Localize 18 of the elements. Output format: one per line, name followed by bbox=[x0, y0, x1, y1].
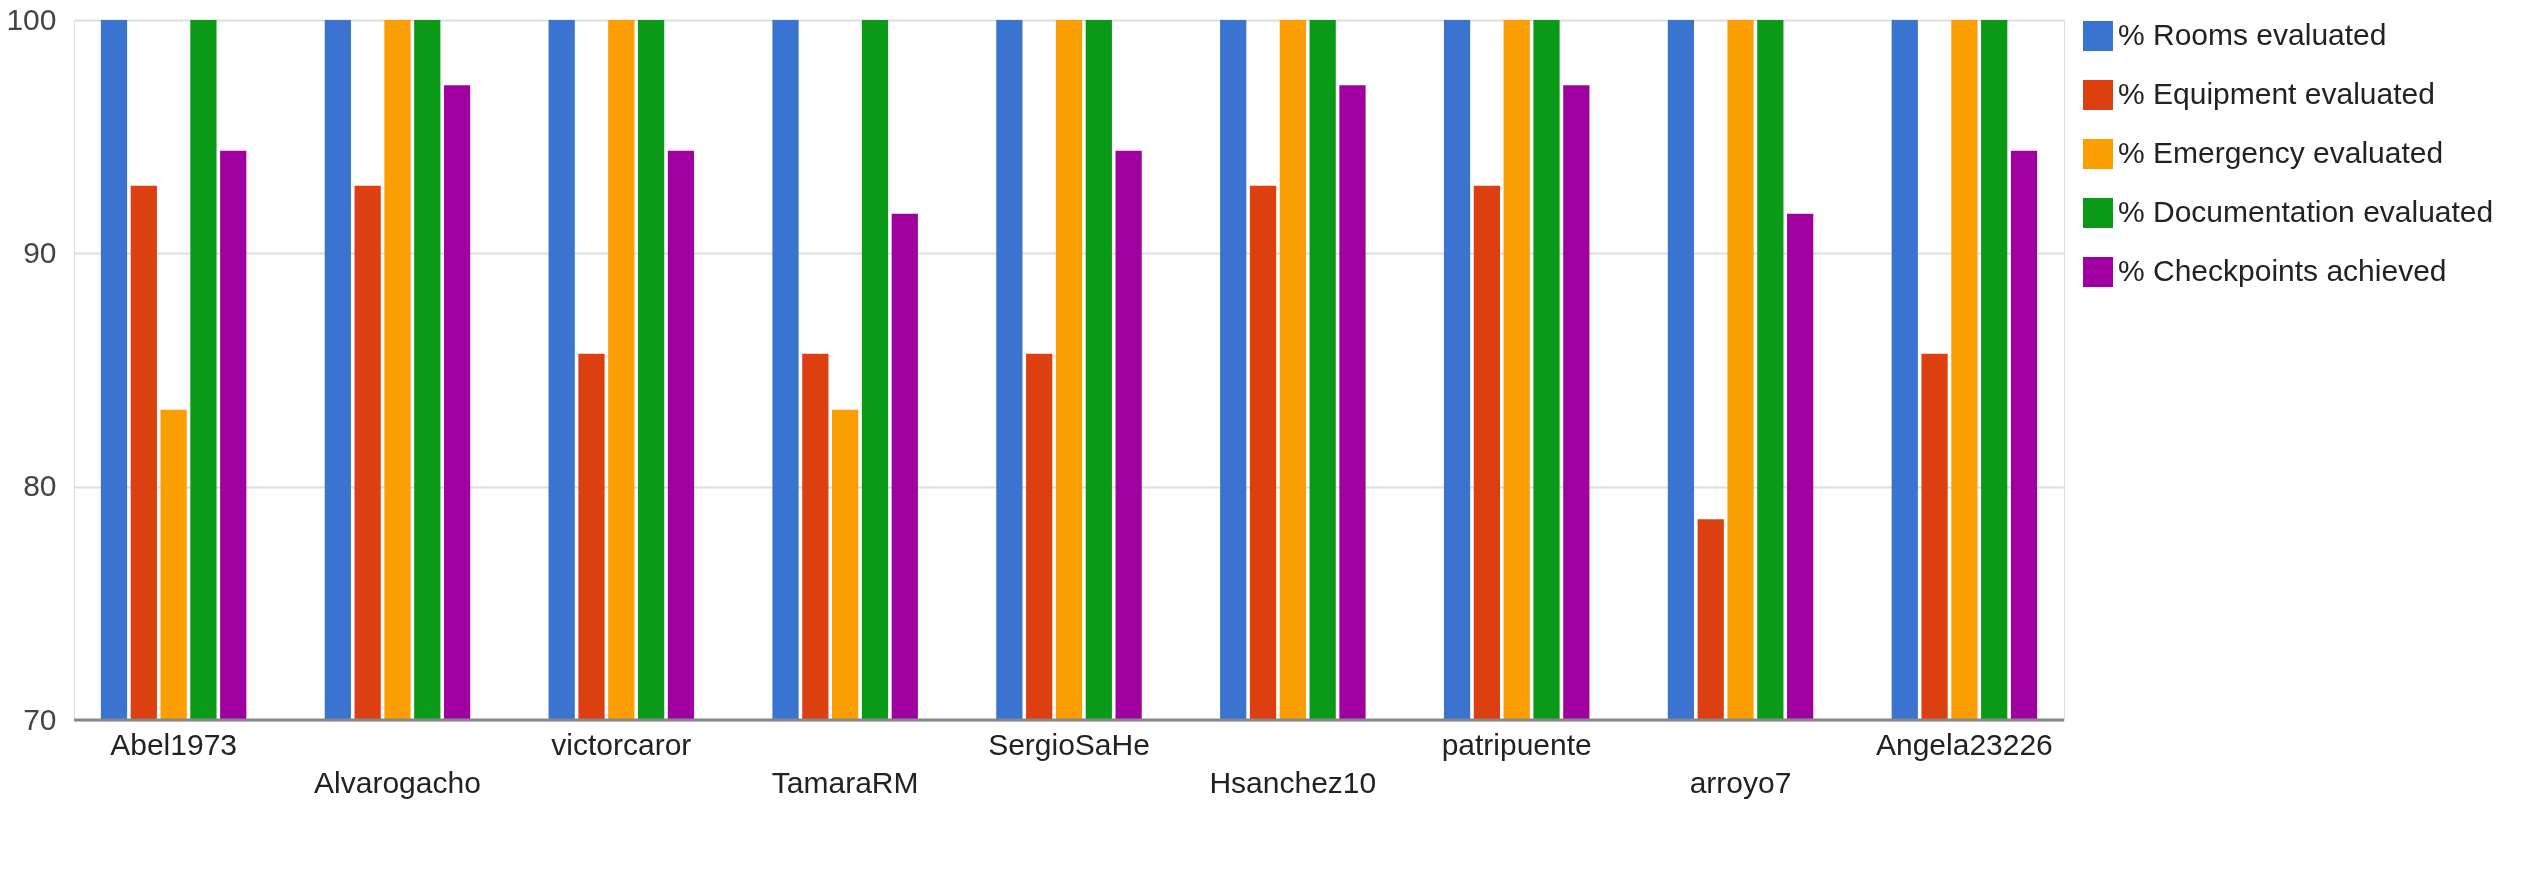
legend-label: % Checkpoints achieved bbox=[2118, 254, 2447, 287]
y-tick-label: 80 bbox=[23, 469, 57, 503]
y-tick-label: 70 bbox=[23, 702, 57, 736]
x-tick-label: SergioSaHe bbox=[988, 727, 1150, 761]
legend-label: % Emergency evaluated bbox=[2118, 136, 2444, 169]
legend-label: % Rooms evaluated bbox=[2118, 18, 2387, 51]
y-tick-label: 100 bbox=[6, 2, 57, 36]
x-tick-label: arroyo7 bbox=[1689, 765, 1792, 799]
x-tick-label: TamaraRM bbox=[771, 765, 919, 799]
x-tick-label: patripuente bbox=[1441, 727, 1592, 761]
x-tick-label: Alvarogacho bbox=[314, 765, 481, 799]
y-tick-label: 90 bbox=[23, 235, 57, 269]
legend-label: % Equipment evaluated bbox=[2118, 77, 2435, 110]
legend-label: % Documentation evaluated bbox=[2118, 195, 2494, 228]
x-tick-label: Angela23226 bbox=[1875, 727, 2053, 761]
x-tick-label: Abel1973 bbox=[110, 727, 238, 761]
x-tick-label: Hsanchez10 bbox=[1209, 765, 1377, 799]
x-tick-label: victorcaror bbox=[551, 727, 692, 761]
